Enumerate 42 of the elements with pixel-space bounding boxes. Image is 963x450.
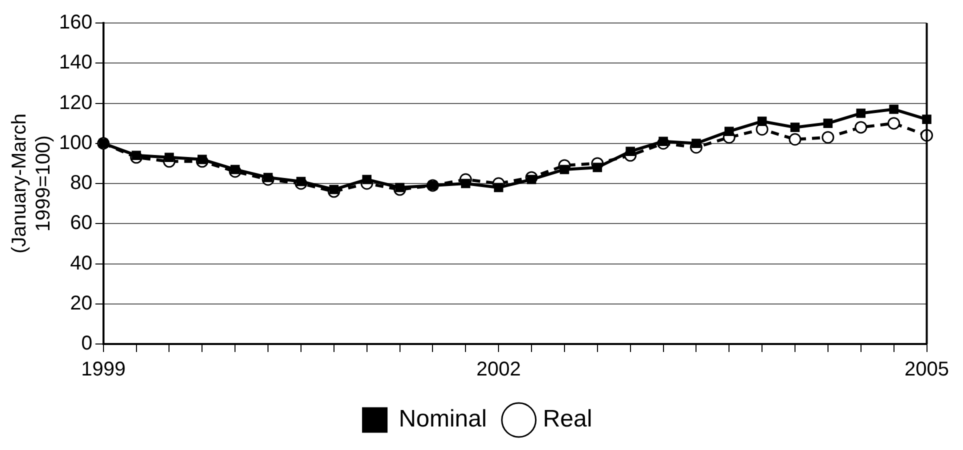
x-tick-label: 1999 <box>81 358 126 381</box>
point <box>164 152 174 162</box>
y-tick-label: 120 <box>58 92 92 114</box>
point <box>230 164 240 174</box>
point <box>626 146 635 156</box>
point <box>592 162 602 172</box>
point <box>526 174 536 184</box>
point <box>692 138 701 148</box>
legend-label: Nominal <box>398 406 487 433</box>
point <box>461 178 470 188</box>
point <box>132 150 141 160</box>
y-tick-label: 100 <box>58 132 92 154</box>
point <box>790 122 800 132</box>
point <box>888 117 900 130</box>
point <box>329 184 339 194</box>
y-tick-label: 80 <box>70 172 92 194</box>
y-tick-label: 140 <box>58 52 92 74</box>
point <box>854 121 868 134</box>
point <box>658 136 668 146</box>
point <box>856 108 866 118</box>
point <box>395 182 404 192</box>
y-tick-label: 60 <box>70 212 92 234</box>
point <box>788 133 802 146</box>
point <box>724 126 734 136</box>
legend-label: Real <box>542 406 592 433</box>
point <box>822 131 834 144</box>
point <box>823 118 833 128</box>
point <box>296 176 306 186</box>
point <box>362 174 372 184</box>
y-tick-label: 40 <box>70 252 92 274</box>
y-tick-label: 20 <box>70 292 92 314</box>
x-tick-label: 2002 <box>476 358 521 381</box>
x-tick-label: 2005 <box>904 358 950 381</box>
point <box>757 116 767 126</box>
point <box>560 164 570 174</box>
point <box>889 104 898 114</box>
y-axis-title: (January-March 1999=100) <box>8 113 55 254</box>
y-tick-label: 160 <box>58 12 92 34</box>
point <box>494 182 504 192</box>
y-tick-label: 0 <box>81 332 92 355</box>
point <box>263 172 273 182</box>
point <box>198 154 207 164</box>
